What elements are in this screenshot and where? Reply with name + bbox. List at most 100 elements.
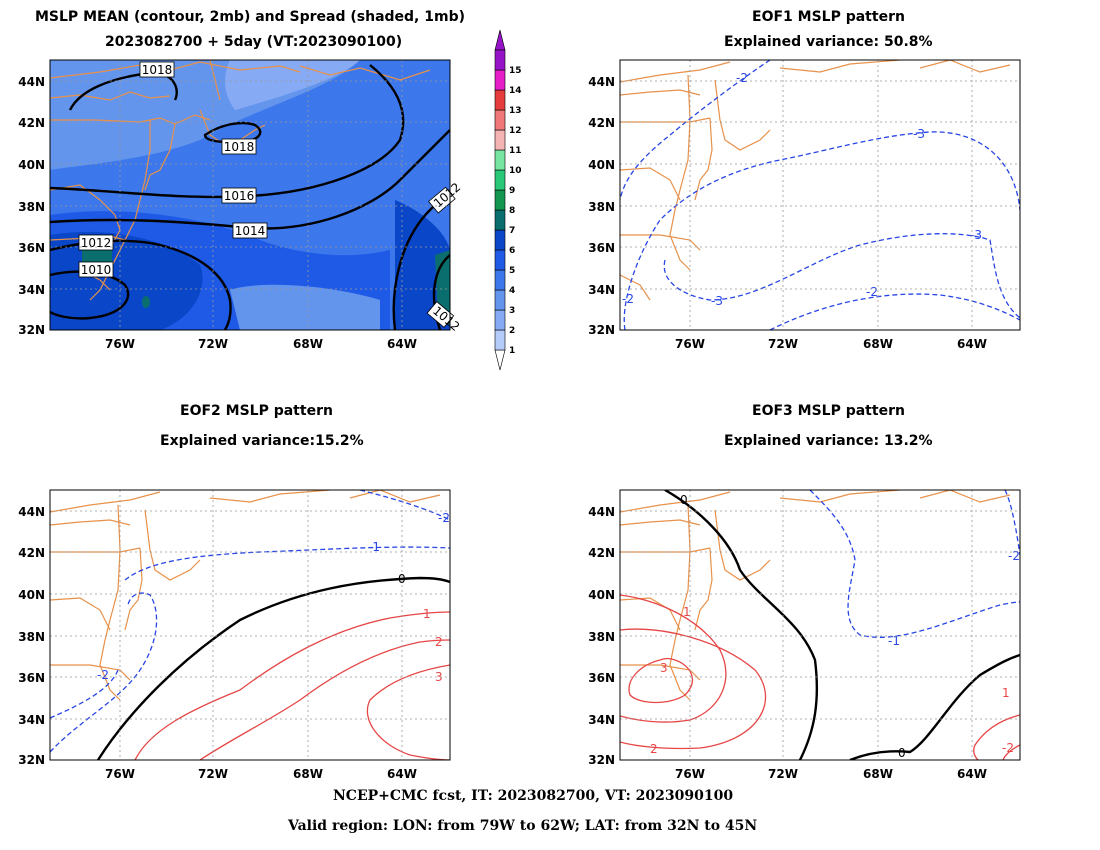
contour-label: 1 xyxy=(683,605,691,619)
panel3-x-ticks: 76W 72W 68W 64W xyxy=(105,767,417,781)
colorbar-label: 11 xyxy=(509,146,522,156)
lat-tick-label: 44N xyxy=(18,75,45,89)
colorbar-swatch xyxy=(494,269,506,291)
panel4-x-ticks: 76W 72W 68W 64W xyxy=(675,767,987,781)
panel1-title: MSLP MEAN (contour, 2mb) and Spread (sha… xyxy=(35,9,465,25)
lon-tick-label: 76W xyxy=(105,767,135,781)
colorbar-max-arrow xyxy=(494,29,506,51)
footer-line2: Valid region: LON: from 79W to 62W; LAT:… xyxy=(288,818,758,834)
panel1-y-ticks: 44N 42N 40N 38N 36N 34N 32N xyxy=(18,75,45,337)
lon-tick-label: 72W xyxy=(198,337,228,351)
colorbar-swatch xyxy=(494,329,506,351)
eof2-labels: -2 -1 -2 0 1 2 3 xyxy=(97,511,450,684)
colorbar-label: 13 xyxy=(509,106,522,116)
contour-label: -2 xyxy=(622,292,634,306)
lat-tick-label: 36N xyxy=(18,241,45,255)
colorbar-swatch xyxy=(494,309,506,331)
lat-tick-label: 44N xyxy=(18,505,45,519)
isobar-label: 1018 xyxy=(142,63,173,77)
lon-tick-label: 72W xyxy=(768,767,798,781)
grid xyxy=(50,490,450,760)
panel4-y-ticks: 44N 42N 40N 38N 36N 34N 32N xyxy=(588,505,615,767)
grid xyxy=(50,60,450,330)
panel4-map: 0 -2 -1 0 1 3 2 1 -2 44N 42N 40N 38N 36N… xyxy=(588,489,1021,781)
panel3-subtitle: Explained variance:15.2% xyxy=(160,433,364,449)
contour-label: -1 xyxy=(888,634,900,648)
contour-label: -2 xyxy=(866,285,878,299)
lat-tick-label: 42N xyxy=(588,546,615,560)
colorbar-label: 5 xyxy=(509,266,515,276)
colorbar-swatch xyxy=(494,49,506,71)
panel3-title: EOF2 MSLP pattern xyxy=(180,403,333,419)
eof1-labels: -2 -3 -3 -3 -2 -2 xyxy=(622,71,982,308)
colorbar-swatch xyxy=(494,149,506,171)
coastline xyxy=(50,490,441,701)
panel1-x-ticks: 76W 72W 68W 64W xyxy=(105,337,417,351)
colorbar-label: 10 xyxy=(509,166,522,176)
eof3-labels: 0 -2 -1 0 1 3 2 1 -2 xyxy=(650,493,1020,760)
isobar-label: 1012 xyxy=(81,236,112,250)
colorbar-swatch xyxy=(494,109,506,131)
lat-tick-label: 36N xyxy=(588,241,615,255)
panel3-map: -2 -1 -2 0 1 2 3 44N 42N 40N 38N 36N 34N… xyxy=(18,489,451,781)
eof3-contours xyxy=(620,490,1020,760)
contour-label: 3 xyxy=(435,670,443,684)
lon-tick-label: 76W xyxy=(105,337,135,351)
isobar-label: 1016 xyxy=(224,189,255,203)
contour-label: 2 xyxy=(650,742,658,756)
lon-tick-label: 68W xyxy=(293,337,323,351)
lat-tick-label: 36N xyxy=(588,671,615,685)
lat-tick-label: 38N xyxy=(18,630,45,644)
colorbar-swatch xyxy=(494,129,506,151)
lat-tick-label: 32N xyxy=(588,323,615,337)
colorbar-label: 14 xyxy=(509,86,522,96)
colorbar-swatch xyxy=(494,169,506,191)
lat-tick-label: 40N xyxy=(588,158,615,172)
lat-tick-label: 42N xyxy=(18,546,45,560)
lon-tick-label: 64W xyxy=(957,767,987,781)
colorbar-swatch xyxy=(494,209,506,231)
contour-label: -2 xyxy=(97,668,109,682)
colorbar-swatch xyxy=(494,289,506,311)
contour-label: 2 xyxy=(435,635,443,649)
panel4-subtitle: Explained variance: 13.2% xyxy=(724,433,933,449)
contour-label: -3 xyxy=(913,127,925,141)
colorbar-label: 9 xyxy=(509,186,515,196)
isobar-label: 1014 xyxy=(235,224,266,238)
eof1-contours xyxy=(620,60,1020,330)
panel1-map: 1018 1018 1016 1014 1012 1010 1012 1012 xyxy=(18,59,463,351)
panel2-subtitle: Explained variance: 50.8% xyxy=(724,34,933,50)
lat-tick-label: 32N xyxy=(18,323,45,337)
panel2-map: -2 -3 -3 -3 -2 -2 44N 42N 40N 38N 36N 34… xyxy=(588,59,1021,351)
lon-tick-label: 68W xyxy=(293,767,323,781)
contour-label: 0 xyxy=(398,572,406,586)
lon-tick-label: 72W xyxy=(768,337,798,351)
colorbar-label: 12 xyxy=(509,126,522,136)
lat-tick-label: 44N xyxy=(588,505,615,519)
colorbar-label: 1 xyxy=(509,346,515,356)
lat-tick-label: 34N xyxy=(588,713,615,727)
contour-label: -2 xyxy=(438,511,450,525)
colorbar-label: 8 xyxy=(509,206,515,216)
grid xyxy=(620,490,1020,760)
contour-label: -2 xyxy=(1002,741,1014,755)
lat-tick-label: 40N xyxy=(588,588,615,602)
lon-tick-label: 72W xyxy=(198,767,228,781)
contour-label: -3 xyxy=(970,228,982,242)
contour-label: -2 xyxy=(1008,549,1020,563)
contour-label: 0 xyxy=(898,746,906,760)
colorbar-swatch xyxy=(494,249,506,271)
colorbar-swatch xyxy=(494,189,506,211)
panel2-y-ticks: 44N 42N 40N 38N 36N 34N 32N xyxy=(588,75,615,337)
eof2-contours xyxy=(50,490,450,760)
footer-line1: NCEP+CMC fcst, IT: 2023082700, VT: 20230… xyxy=(333,788,734,804)
contour-label: 0 xyxy=(680,493,688,507)
colorbar-label: 2 xyxy=(509,326,515,336)
contour-label: -3 xyxy=(711,294,723,308)
lat-tick-label: 40N xyxy=(18,588,45,602)
lon-tick-label: 64W xyxy=(387,767,417,781)
lat-tick-label: 42N xyxy=(588,116,615,130)
lat-tick-label: 34N xyxy=(18,713,45,727)
lon-tick-label: 68W xyxy=(863,337,893,351)
